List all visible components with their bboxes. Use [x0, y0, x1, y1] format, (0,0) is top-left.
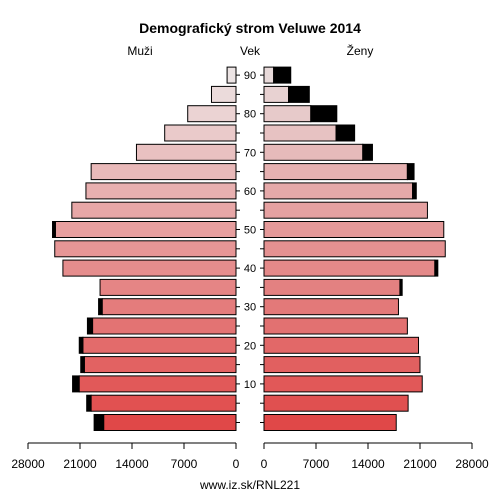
male-x-tick-label: 7000 [171, 457, 198, 471]
female-bar [263, 221, 445, 238]
female-bar [263, 201, 428, 219]
male-bar [164, 124, 237, 142]
male-bar [101, 298, 237, 316]
female-bar [263, 278, 401, 296]
female-x-tick-label: 21000 [403, 457, 437, 471]
male-bar [62, 259, 237, 277]
male-excess-bar [86, 394, 92, 412]
female-x-axis: 0 7000 14000 21000 28000 [261, 442, 489, 471]
male-excess-bar [86, 317, 94, 335]
male-bar [54, 221, 237, 238]
male-x-tick-label: 0 [233, 457, 240, 471]
female-excess-bar [362, 143, 373, 161]
female-excess-bar [310, 105, 338, 123]
age-tick-label: 10 [244, 379, 256, 391]
chart-title: Demografický strom Veluwe 2014 [139, 20, 361, 36]
age-tick-label: 90 [244, 70, 256, 82]
female-bar [263, 124, 337, 142]
female-bar [263, 375, 423, 393]
male-bar [135, 143, 237, 161]
female-label: Ženy [347, 43, 374, 58]
age-axis-label: Vek [240, 44, 261, 58]
female-excess-bar [288, 85, 310, 103]
female-x-tick-label: 14000 [351, 457, 385, 471]
male-excess-bar [93, 414, 105, 431]
male-bar [82, 336, 237, 354]
age-tick-label: 30 [244, 302, 256, 314]
age-tick-label: 50 [244, 225, 256, 237]
female-bar [263, 259, 436, 277]
female-bar [263, 163, 408, 181]
male-excess-bar [98, 298, 103, 316]
age-axis: 10 20 30 40 50 60 70 80 90 [236, 70, 264, 423]
male-excess-bar [80, 356, 85, 374]
male-x-tick-label: 14000 [115, 457, 149, 471]
male-bar [92, 317, 237, 335]
male-excess-bar [78, 336, 84, 354]
male-bar [85, 182, 237, 200]
female-bar [263, 85, 290, 103]
source-label: www.iz.sk/RNL221 [199, 478, 300, 492]
male-bar [78, 375, 237, 393]
male-label: Muži [127, 44, 152, 58]
male-bar [90, 163, 237, 181]
female-bar [263, 336, 420, 354]
male-bar [103, 414, 237, 431]
female-x-tick-label: 28000 [455, 457, 489, 471]
male-bars [52, 66, 237, 431]
female-excess-bar [406, 163, 415, 181]
female-bar [263, 414, 397, 431]
male-bar [83, 356, 237, 374]
male-bar [54, 240, 237, 258]
female-bar [263, 182, 414, 200]
male-bar [71, 201, 237, 219]
male-bar [210, 85, 237, 103]
male-bar [187, 105, 237, 123]
female-bar [263, 317, 408, 335]
female-excess-bar [273, 66, 292, 84]
male-x-axis: 28000 21000 14000 7000 0 [11, 442, 240, 471]
male-bar [90, 394, 237, 412]
age-tick-label: 70 [244, 147, 256, 159]
female-bar [263, 105, 312, 123]
male-excess-bar [72, 375, 80, 393]
female-x-tick-label: 0 [261, 457, 268, 471]
female-excess-bar [399, 278, 403, 296]
male-bar [99, 278, 237, 296]
male-bar [226, 66, 237, 84]
female-bar [263, 298, 399, 316]
age-tick-label: 80 [244, 109, 256, 121]
female-bar [263, 394, 409, 412]
female-excess-bar [335, 124, 356, 142]
female-x-tick-label: 7000 [303, 457, 330, 471]
female-excess-bar [412, 182, 417, 200]
female-bar [263, 240, 446, 258]
female-bar [263, 143, 364, 161]
male-x-tick-label: 21000 [63, 457, 97, 471]
female-excess-bar [434, 259, 439, 277]
female-bars [263, 66, 446, 431]
male-x-tick-label: 28000 [11, 457, 45, 471]
age-tick-label: 40 [244, 263, 256, 275]
age-tick-label: 60 [244, 186, 256, 198]
female-bar [263, 66, 275, 84]
age-tick-label: 20 [244, 340, 256, 352]
female-bar [263, 356, 421, 374]
